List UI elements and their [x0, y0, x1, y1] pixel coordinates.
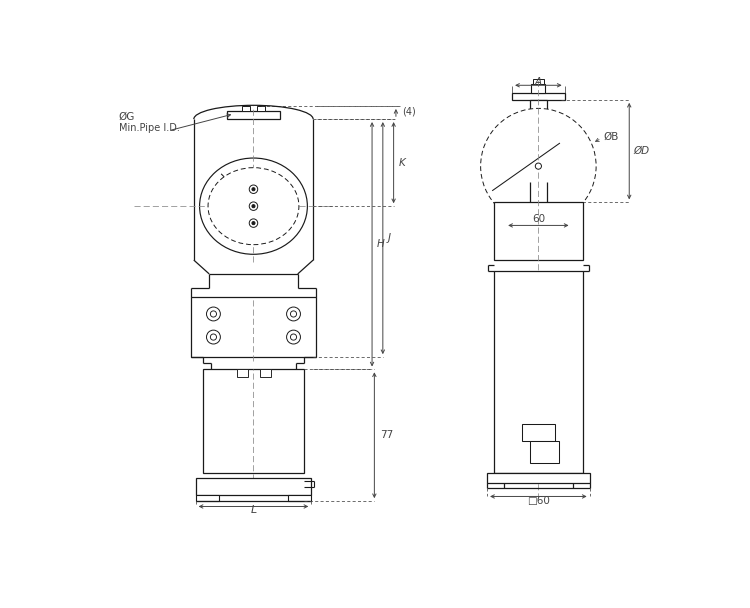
Bar: [532, 84, 545, 93]
Bar: [196, 478, 311, 495]
Text: ØD: ØD: [634, 146, 650, 156]
Text: □60: □60: [527, 496, 550, 506]
Text: A: A: [535, 77, 542, 87]
Circle shape: [210, 311, 217, 317]
Circle shape: [286, 307, 301, 321]
Bar: [530, 441, 560, 463]
Bar: [236, 370, 248, 377]
Circle shape: [249, 219, 258, 227]
Text: ØG: ØG: [118, 111, 135, 122]
Circle shape: [290, 311, 296, 317]
Bar: [257, 106, 265, 111]
Circle shape: [210, 334, 217, 340]
Circle shape: [286, 330, 301, 344]
Circle shape: [252, 221, 255, 224]
Text: 77: 77: [380, 430, 394, 440]
Bar: [191, 297, 316, 357]
Bar: [488, 474, 590, 483]
Bar: [203, 370, 304, 474]
Bar: [242, 106, 250, 111]
Ellipse shape: [208, 168, 299, 244]
Ellipse shape: [200, 158, 308, 254]
Circle shape: [290, 334, 296, 340]
Circle shape: [536, 163, 542, 169]
Circle shape: [252, 188, 255, 191]
Text: L: L: [251, 505, 257, 516]
Bar: [196, 495, 219, 501]
Circle shape: [249, 185, 258, 193]
Circle shape: [206, 330, 220, 344]
Circle shape: [206, 307, 220, 321]
Text: ØB: ØB: [604, 132, 619, 142]
Bar: [288, 495, 311, 501]
Text: 60: 60: [532, 214, 545, 224]
Bar: [522, 424, 554, 441]
Circle shape: [249, 202, 258, 210]
Circle shape: [481, 108, 596, 224]
Text: (4): (4): [402, 106, 416, 116]
Bar: [512, 93, 565, 100]
Bar: [494, 202, 583, 260]
Bar: [530, 100, 547, 202]
Circle shape: [252, 205, 255, 208]
Bar: [494, 271, 583, 474]
Text: Min.Pipe I.D.: Min.Pipe I.D.: [118, 123, 179, 133]
Bar: [227, 111, 280, 119]
Text: H: H: [376, 240, 385, 249]
Text: K: K: [398, 157, 405, 168]
Bar: [533, 79, 544, 84]
Text: J: J: [388, 233, 391, 243]
Bar: [260, 370, 272, 377]
